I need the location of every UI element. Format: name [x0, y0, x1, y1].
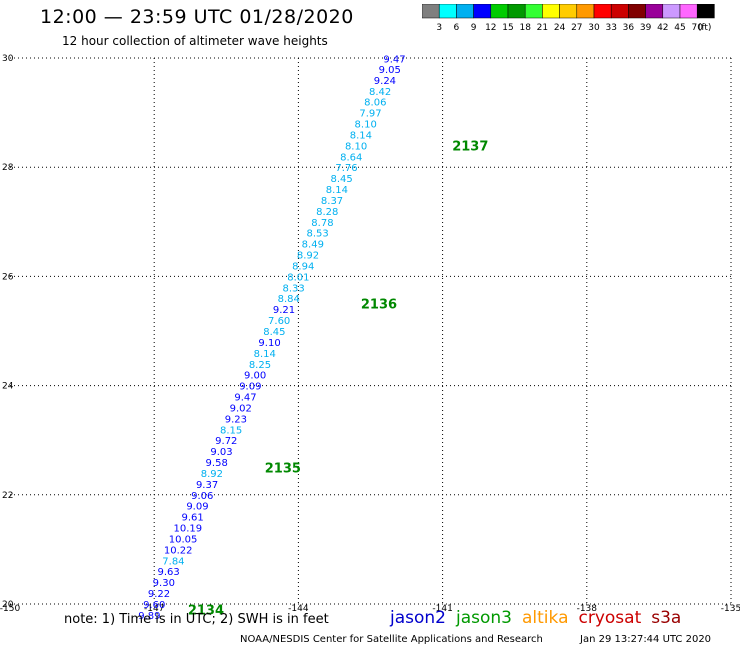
wave-height-label: 9.47	[234, 393, 256, 404]
y-tick-label: 30	[2, 54, 14, 64]
colorbar-label: 70	[691, 23, 703, 33]
x-tick-label: -135	[721, 604, 740, 614]
y-tick-label: 24	[2, 382, 14, 392]
wave-height-label: 9.03	[210, 447, 232, 458]
wave-height-label: 7.60	[268, 316, 290, 327]
wave-height-label: 9.37	[196, 480, 218, 491]
x-tick-label: -147	[144, 604, 164, 614]
colorbar-label: 3	[436, 23, 442, 33]
wave-height-label: 9.58	[206, 458, 228, 469]
wave-height-label: 8.14	[254, 349, 276, 360]
wave-height-label: 9.10	[258, 338, 280, 349]
colorbar-label: 39	[640, 23, 652, 33]
units-note: note: 1) Time is in UTC; 2) SWH is in fe…	[64, 612, 329, 627]
wave-height-label: 10.22	[164, 545, 193, 556]
colorbar-unit: (ft)	[698, 23, 712, 33]
wave-height-label: 9.00	[244, 371, 266, 382]
wave-height-label: 9.21	[273, 305, 295, 316]
colorbar-label: 24	[554, 23, 566, 33]
map-title: 12:00 — 23:59 UTC 01/28/2020	[40, 6, 354, 28]
satellite-legend-cryosat: cryosat	[578, 608, 642, 628]
wave-height-label: 10.05	[169, 534, 198, 545]
satellite-legend-jason2: jason2	[390, 608, 446, 628]
colorbar-label: 18	[519, 23, 531, 33]
wave-height-label: 9.23	[225, 414, 247, 425]
wave-height-label: 7.84	[162, 556, 184, 567]
wave-height-label: 8.28	[316, 207, 338, 218]
colorbar-label: 9	[471, 23, 477, 33]
colorbar-label: 12	[485, 23, 496, 33]
map-subtitle: 12 hour collection of altimeter wave hei…	[62, 34, 328, 48]
y-tick-label: 26	[2, 272, 14, 282]
wave-height-label: 8.10	[345, 141, 367, 152]
wave-height-label: 9.47	[383, 55, 405, 66]
wave-height-label: 8.10	[355, 120, 377, 131]
wave-height-label: 9.89	[138, 611, 160, 622]
wave-height-label: 9.09	[239, 382, 261, 393]
credit-text: NOAA/NESDIS Center for Satellite Applica…	[240, 634, 543, 645]
x-tick-label: -141	[432, 604, 452, 614]
wave-height-label: 8.37	[321, 196, 343, 207]
wave-height-label: 8.06	[364, 98, 386, 109]
wave-height-label: 10.19	[174, 524, 203, 535]
wave-height-label: 9.06	[191, 491, 213, 502]
wave-height-label: 8.49	[302, 240, 324, 251]
colorbar-label: 27	[571, 23, 582, 33]
satellite-legend-altika: altika	[522, 608, 569, 628]
wave-height-label: 7.76	[335, 163, 357, 174]
wave-height-label: 9.60	[143, 600, 165, 611]
x-tick-label: -150	[0, 604, 20, 614]
wave-height-label: 9.30	[153, 578, 175, 589]
pass-number-label: 2137	[452, 139, 488, 154]
satellite-legend-s3a: s3a	[651, 608, 682, 628]
colorbar-label: 36	[623, 23, 635, 33]
wave-height-label: 9.02	[230, 403, 252, 414]
wave-height-label: 8.14	[350, 130, 372, 141]
wave-height-label: 9.61	[182, 513, 204, 524]
wave-height-label: 9.72	[215, 436, 237, 447]
pass-number-label: 2134	[188, 603, 224, 618]
wave-height-label: 8.53	[306, 229, 328, 240]
pass-number-label: 2135	[265, 462, 301, 477]
wave-height-label: 8.25	[249, 360, 271, 371]
wave-height-label: 8.78	[311, 218, 333, 229]
satellite-legend: jason2 jason3 altika cryosat s3a	[390, 608, 691, 628]
wave-height-label: 7.97	[359, 109, 381, 120]
wave-height-label: 8.64	[340, 152, 362, 163]
pass-number-label: 2136	[361, 298, 397, 313]
colorbar-label: 21	[537, 23, 548, 33]
colorbar-label: 33	[605, 23, 616, 33]
colorbar-label: 6	[454, 23, 460, 33]
y-tick-label: 20	[2, 600, 14, 610]
wave-height-label: 8.15	[220, 425, 242, 436]
x-tick-label: -144	[288, 604, 309, 614]
wave-height-label: 8.33	[282, 283, 304, 294]
colorbar-label: 45	[674, 23, 685, 33]
wave-height-label: 9.24	[374, 76, 396, 87]
y-tick-label: 22	[2, 491, 13, 501]
wave-height-label: 8.84	[278, 294, 300, 305]
wave-height-label: 8.14	[326, 185, 348, 196]
wave-height-label: 8.94	[292, 261, 314, 272]
colorbar-swatch	[696, 4, 715, 19]
wave-height-label: 9.09	[186, 502, 208, 513]
satellite-legend-jason3: jason3	[456, 608, 512, 628]
wave-height-label: 9.05	[379, 65, 401, 76]
x-tick-label: -138	[577, 604, 598, 614]
wave-height-label: 8.01	[287, 272, 309, 283]
wave-height-label: 9.22	[148, 589, 170, 600]
colorbar-label: 42	[657, 23, 668, 33]
wave-height-label: 8.45	[263, 327, 285, 338]
wave-height-colorbar: 3 6 9 12 15 18 21 24 27 30 33 36 39 42 45 70(ft)	[422, 4, 715, 33]
wave-height-label: 9.63	[157, 567, 179, 578]
wave-height-label: 8.92	[297, 251, 319, 262]
wave-height-label: 8.45	[331, 174, 353, 185]
wave-height-label: 8.42	[369, 87, 391, 98]
y-tick-label: 28	[2, 163, 14, 173]
colorbar-label: 30	[588, 23, 600, 33]
colorbar-label: 15	[502, 23, 513, 33]
wave-height-label: 8.92	[201, 469, 223, 480]
credit-timestamp: Jan 29 13:27:44 UTC 2020	[580, 634, 712, 645]
